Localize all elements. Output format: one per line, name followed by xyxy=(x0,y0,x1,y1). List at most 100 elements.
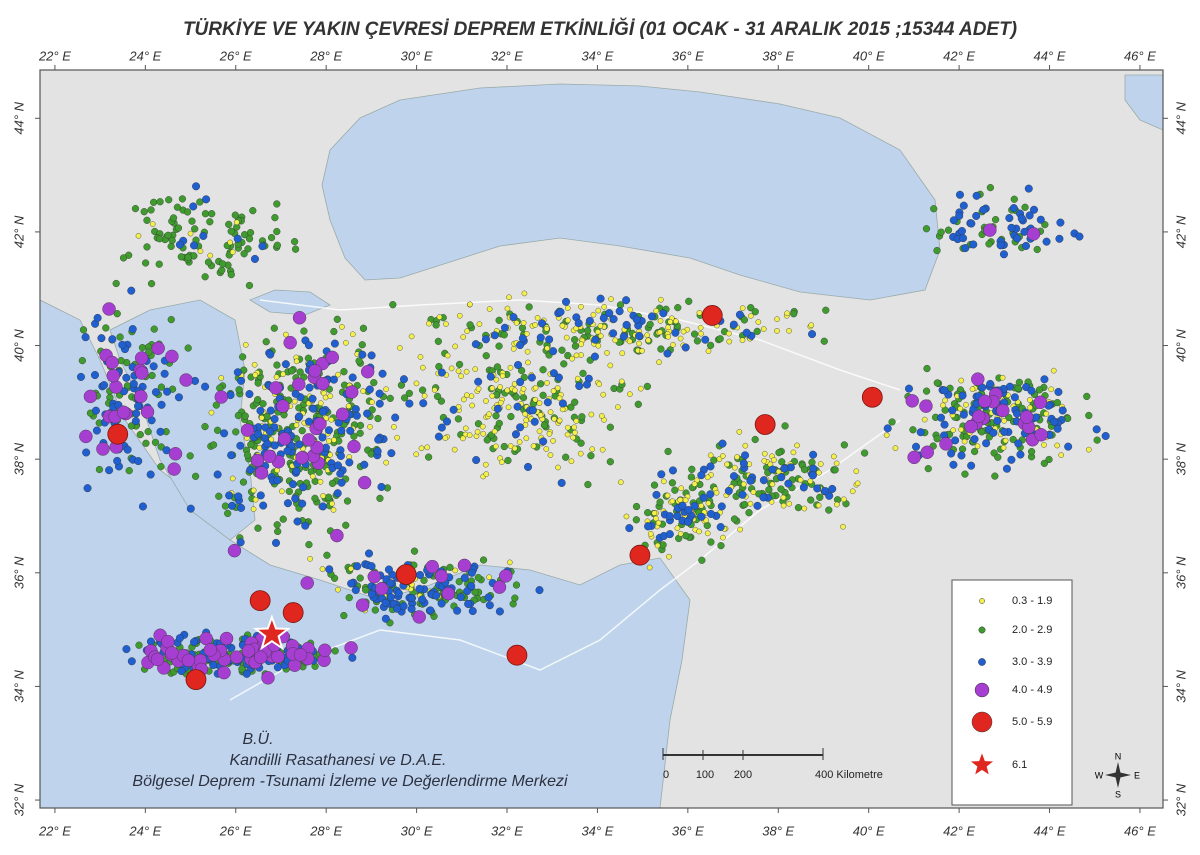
event-dot xyxy=(600,391,607,398)
event-dot xyxy=(753,327,761,335)
event-dot xyxy=(1024,184,1033,193)
event-dot xyxy=(740,316,749,324)
event-dot xyxy=(156,198,164,206)
compass-label: E xyxy=(1134,770,1140,780)
event-dot xyxy=(304,417,313,426)
event-dot xyxy=(346,426,355,435)
event-dot xyxy=(1000,427,1009,436)
event-dot xyxy=(609,315,618,324)
event-dot xyxy=(780,464,789,473)
lon-tick-label: 24° E xyxy=(128,48,161,63)
event-dot xyxy=(122,645,131,654)
event-dot xyxy=(142,259,150,267)
event-dot xyxy=(298,427,306,435)
event-dot xyxy=(135,233,142,239)
event-dot xyxy=(347,439,361,454)
event-dot xyxy=(102,302,116,316)
event-dot xyxy=(660,478,667,485)
largest-event xyxy=(253,614,291,651)
lon-tick-label: 34° E xyxy=(581,48,613,63)
event-dot xyxy=(234,492,243,501)
event-dot xyxy=(707,452,714,459)
event-dot xyxy=(524,462,533,471)
event-dot xyxy=(157,463,165,471)
event-dot xyxy=(112,279,120,288)
event-dot xyxy=(883,424,892,433)
event-dot xyxy=(293,422,300,428)
event-dot xyxy=(605,309,614,318)
event-dot xyxy=(291,398,298,405)
event-dot xyxy=(512,393,520,401)
event-dot xyxy=(356,421,365,430)
event-dot xyxy=(367,562,376,571)
event-dot xyxy=(646,320,654,329)
event-dot xyxy=(358,341,366,349)
event-dot xyxy=(244,245,252,253)
event-dot xyxy=(534,315,541,321)
m5-event xyxy=(249,590,271,612)
event-dot xyxy=(523,435,530,442)
event-dot xyxy=(419,386,427,394)
event-dot xyxy=(510,346,517,352)
event-dot xyxy=(342,521,350,529)
event-dot xyxy=(378,369,387,378)
event-dot xyxy=(516,423,525,432)
event-dot xyxy=(420,576,428,584)
event-dot xyxy=(1085,411,1093,420)
m5-event xyxy=(861,386,883,408)
event-dot xyxy=(1050,367,1057,374)
event-dot xyxy=(564,351,572,360)
event-dot xyxy=(532,322,538,328)
event-dot xyxy=(460,435,466,442)
event-dot xyxy=(644,509,652,517)
event-dot xyxy=(849,488,856,495)
event-dot xyxy=(595,307,602,314)
event-dot xyxy=(419,399,428,408)
event-dot xyxy=(320,493,326,499)
event-dot xyxy=(335,407,350,421)
event-dot xyxy=(493,376,500,383)
event-dot xyxy=(454,415,462,423)
event-dot xyxy=(568,458,575,465)
event-dot xyxy=(150,652,165,667)
event-dot xyxy=(272,538,281,547)
event-dot xyxy=(495,316,503,324)
event-dot xyxy=(317,478,324,485)
event-dot xyxy=(215,492,223,500)
event-dot xyxy=(266,350,275,359)
event-dot xyxy=(486,574,492,581)
event-dot xyxy=(892,445,899,451)
lat-tick-label: 40° N xyxy=(1173,329,1188,362)
event-dot xyxy=(467,301,473,308)
event-dot xyxy=(699,493,708,502)
event-dot xyxy=(407,604,416,613)
event-dot xyxy=(394,434,400,441)
event-dot xyxy=(664,447,672,456)
event-dot xyxy=(668,466,677,475)
event-dot xyxy=(95,465,104,474)
event-dot xyxy=(719,453,726,459)
lon-tick-label: 28° E xyxy=(309,823,342,838)
event-dot xyxy=(1092,425,1101,434)
event-dot xyxy=(437,397,445,405)
event-dot xyxy=(415,570,424,579)
event-dot xyxy=(774,316,780,322)
event-dot xyxy=(1028,448,1036,456)
event-dot xyxy=(780,494,787,501)
event-dot xyxy=(922,387,931,395)
event-dot xyxy=(784,310,790,317)
event-dot xyxy=(554,385,561,391)
lat-tick-label: 44° N xyxy=(11,101,26,134)
event-dot xyxy=(263,439,272,448)
event-dot xyxy=(292,311,307,325)
event-dot xyxy=(963,401,969,408)
event-dot xyxy=(833,460,840,467)
event-dot xyxy=(1085,446,1092,453)
event-dot xyxy=(493,363,502,371)
event-dot xyxy=(667,319,674,325)
event-dot xyxy=(318,433,327,442)
event-dot xyxy=(519,394,528,402)
event-dot xyxy=(759,493,768,502)
event-dot xyxy=(742,442,749,449)
event-dot xyxy=(371,606,379,614)
